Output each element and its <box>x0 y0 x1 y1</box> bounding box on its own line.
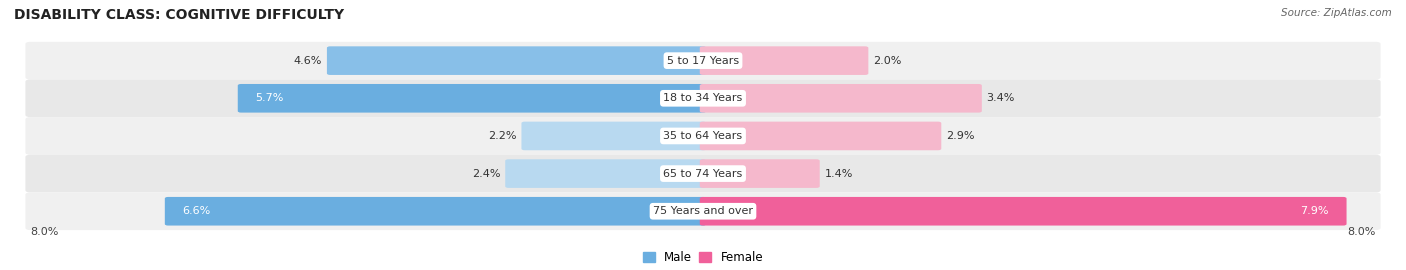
FancyBboxPatch shape <box>700 84 981 113</box>
Legend: Male, Female: Male, Female <box>638 246 768 269</box>
Text: 8.0%: 8.0% <box>1347 227 1375 237</box>
FancyBboxPatch shape <box>25 155 1381 193</box>
FancyBboxPatch shape <box>25 193 1381 230</box>
Text: Source: ZipAtlas.com: Source: ZipAtlas.com <box>1281 8 1392 18</box>
FancyBboxPatch shape <box>165 197 706 225</box>
Text: 3.4%: 3.4% <box>987 93 1015 103</box>
Text: 7.9%: 7.9% <box>1301 206 1329 216</box>
Text: 2.2%: 2.2% <box>488 131 516 141</box>
Text: 65 to 74 Years: 65 to 74 Years <box>664 168 742 178</box>
Text: 2.4%: 2.4% <box>472 168 501 178</box>
Text: 8.0%: 8.0% <box>31 227 59 237</box>
Text: 4.6%: 4.6% <box>294 56 322 66</box>
Text: 35 to 64 Years: 35 to 64 Years <box>664 131 742 141</box>
FancyBboxPatch shape <box>700 197 1347 225</box>
Text: 1.4%: 1.4% <box>824 168 853 178</box>
FancyBboxPatch shape <box>700 159 820 188</box>
FancyBboxPatch shape <box>328 46 706 75</box>
Text: 5 to 17 Years: 5 to 17 Years <box>666 56 740 66</box>
Text: 75 Years and over: 75 Years and over <box>652 206 754 216</box>
FancyBboxPatch shape <box>700 46 869 75</box>
FancyBboxPatch shape <box>25 42 1381 79</box>
FancyBboxPatch shape <box>25 79 1381 117</box>
Text: 2.9%: 2.9% <box>946 131 974 141</box>
Text: 18 to 34 Years: 18 to 34 Years <box>664 93 742 103</box>
FancyBboxPatch shape <box>505 159 706 188</box>
FancyBboxPatch shape <box>238 84 706 113</box>
Text: DISABILITY CLASS: COGNITIVE DIFFICULTY: DISABILITY CLASS: COGNITIVE DIFFICULTY <box>14 8 344 22</box>
FancyBboxPatch shape <box>700 122 941 150</box>
Text: 6.6%: 6.6% <box>183 206 211 216</box>
FancyBboxPatch shape <box>522 122 706 150</box>
FancyBboxPatch shape <box>25 117 1381 155</box>
Text: 5.7%: 5.7% <box>256 93 284 103</box>
Text: 2.0%: 2.0% <box>873 56 901 66</box>
